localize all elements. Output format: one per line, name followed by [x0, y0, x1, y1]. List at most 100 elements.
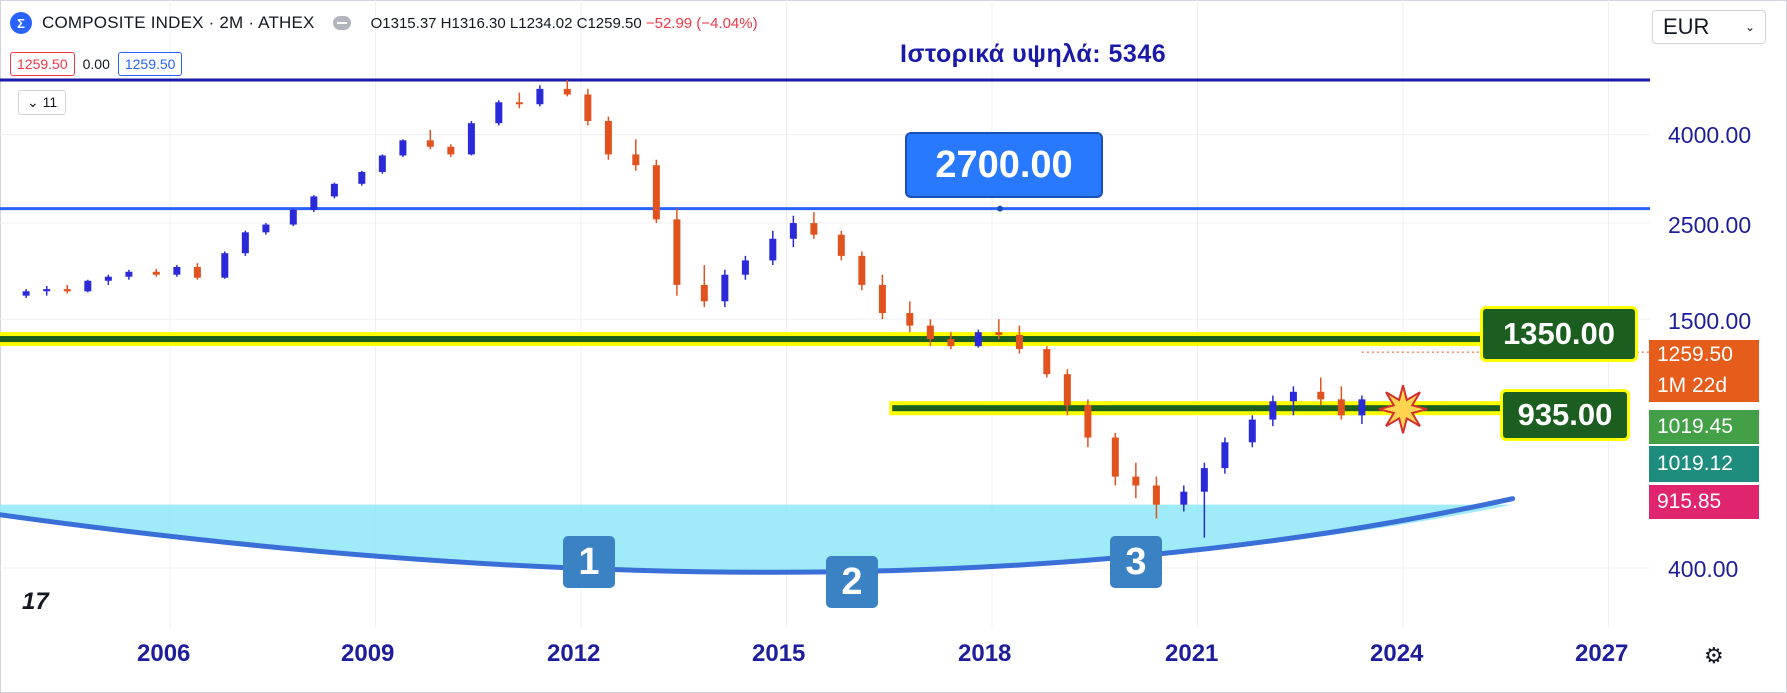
x-tick-label: 2021 [1165, 640, 1219, 667]
level-zone-core [0, 336, 1510, 343]
sell-price-button[interactable]: 1259.50 [10, 52, 75, 76]
indicator-count: 11 [42, 94, 58, 110]
candle-body [1248, 419, 1256, 443]
candle-body [447, 146, 455, 155]
candle-body [563, 88, 571, 95]
candle-body [1221, 442, 1229, 469]
candle-body [1337, 399, 1345, 416]
candle-body [173, 266, 181, 275]
candle-body [652, 165, 660, 220]
candle-body [467, 123, 475, 155]
breakout-star-icon [1378, 384, 1428, 434]
candle-body [358, 171, 366, 184]
candle-body [426, 140, 434, 147]
candle-body [310, 196, 318, 210]
candle-body [1358, 399, 1366, 416]
candle-body [974, 332, 982, 347]
symbol-header: Σ COMPOSITE INDEX · 2M · ATHEX O1315.37 … [10, 6, 758, 40]
level-1350-callout[interactable]: 1350.00 [1480, 306, 1638, 362]
ohlc-readout: O1315.37 H1316.30 L1234.02 C1259.50 −52.… [371, 15, 758, 32]
candle-body [495, 102, 503, 124]
x-tick-label: 2009 [341, 640, 395, 667]
candle-body [63, 289, 71, 292]
candle-body [152, 271, 160, 275]
level-zone-core [892, 405, 1524, 412]
candle-body [1317, 391, 1325, 400]
ma-teal-tag: 1019.12 [1649, 446, 1759, 482]
candle-body [769, 238, 777, 261]
candle-body [858, 255, 866, 285]
candle-body [584, 94, 592, 121]
candle-body [604, 120, 612, 155]
candle-body [810, 223, 818, 235]
candle-body [906, 313, 914, 326]
ma-green-tag: 1019.45 [1649, 410, 1759, 444]
candle-body [1063, 374, 1071, 406]
y-tick-label: 2500.00 [1668, 212, 1752, 238]
buy-price-button[interactable]: 1259.50 [117, 52, 183, 76]
candle-body [1180, 491, 1188, 505]
countdown-tag: 1M 22d [1649, 370, 1759, 402]
candle-body [947, 339, 955, 347]
last-price-tag: 1259.50 [1649, 340, 1759, 370]
candle-body [789, 223, 797, 239]
y-tick-label: 4000.00 [1668, 122, 1752, 148]
level-2700-anchor [997, 205, 1003, 212]
candle-body [241, 232, 249, 254]
x-tick-label: 2006 [137, 640, 191, 667]
candle-body [837, 234, 845, 256]
trade-price-row: 1259.50 0.00 1259.50 [10, 52, 183, 76]
candle-body [536, 88, 544, 105]
candle-body [1111, 437, 1119, 477]
candle-body [1289, 391, 1297, 402]
settings-gear-icon[interactable]: ⚙ [1704, 643, 1724, 668]
candle-body [378, 155, 386, 172]
x-tick-label: 2018 [958, 640, 1012, 667]
spread-value: 0.00 [82, 56, 110, 72]
y-tick-label: 1500.00 [1668, 308, 1752, 334]
currency-select[interactable]: EUR ⌄ [1652, 10, 1766, 44]
candle-body [721, 274, 729, 302]
candle-body [1015, 334, 1023, 350]
bottom-badge-3: 3 [1110, 536, 1162, 588]
candle-body [221, 253, 229, 278]
candle-body [926, 325, 934, 340]
chevron-down-icon: ⌄ [1744, 20, 1755, 34]
y-tick-label: 400.00 [1668, 556, 1739, 582]
x-tick-label: 2024 [1370, 640, 1424, 667]
candle-body [193, 266, 201, 278]
symbol-title[interactable]: COMPOSITE INDEX · 2M · ATHEX [42, 13, 315, 32]
bottom-badge-1: 1 [563, 536, 615, 588]
candle-body [741, 260, 749, 275]
candle-body [43, 289, 51, 292]
change-value: −52.99 (−4.04%) [645, 14, 758, 32]
chevron-down-icon: ⌄ [27, 94, 39, 110]
symbol-logo-icon[interactable]: Σ [10, 12, 32, 34]
visibility-toggle-icon[interactable] [332, 16, 351, 30]
candle-body [673, 219, 681, 285]
indicators-collapse-button[interactable]: ⌄ 11 [18, 90, 67, 115]
ma-red-tag: 915.85 [1649, 485, 1759, 519]
candle-body [700, 284, 708, 302]
ohlc-values: O1315.37 H1316.30 L1234.02 C1259.50 [370, 14, 642, 32]
candle-body [632, 154, 640, 166]
candle-body [1043, 349, 1051, 375]
currency-label: EUR [1663, 14, 1710, 39]
candle-body [1152, 485, 1160, 505]
level-935-callout[interactable]: 935.00 [1500, 389, 1630, 441]
candle-body [878, 284, 886, 314]
candle-body [1084, 405, 1092, 438]
candle-body [995, 332, 1003, 335]
x-tick-label: 2015 [752, 640, 806, 667]
tradingview-logo-icon[interactable]: 17 [22, 588, 49, 615]
candle-body [125, 271, 133, 277]
x-tick-label: 2027 [1575, 640, 1629, 667]
candle-body [84, 280, 92, 292]
candle-body [330, 183, 338, 197]
price-chart-canvas[interactable] [0, 0, 1650, 628]
candle-body [1200, 468, 1208, 492]
level-2700-callout[interactable]: 2700.00 [905, 132, 1103, 198]
candle-body [262, 224, 270, 233]
candle-body [1269, 401, 1277, 420]
rounding-bottom-arc [0, 496, 1516, 575]
